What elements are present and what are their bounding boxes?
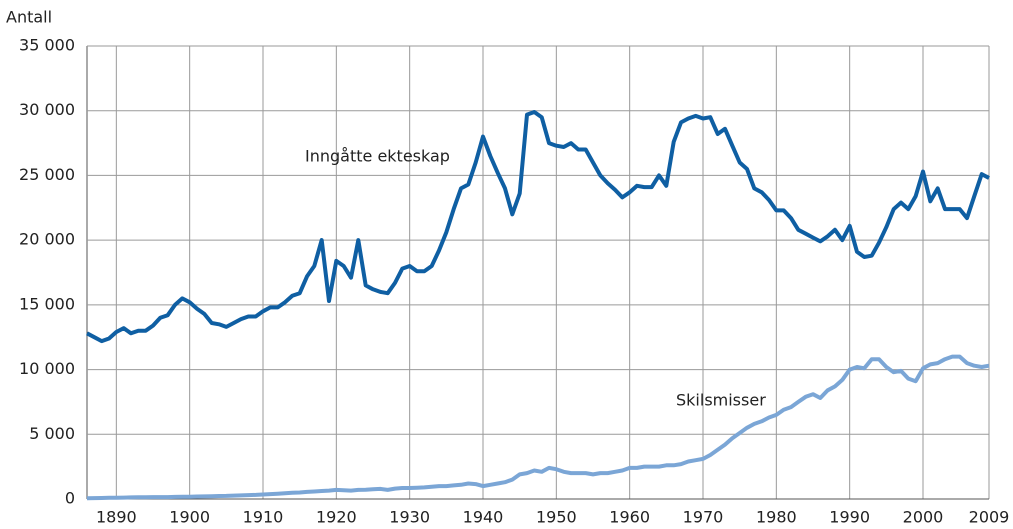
y-tick-label: 5 000: [29, 424, 75, 443]
y-tick-label: 20 000: [19, 230, 75, 249]
annotation: Inngåtte ekteskap: [305, 147, 450, 166]
y-tick-label: 25 000: [19, 165, 75, 184]
y-tick-label: 15 000: [19, 294, 75, 313]
x-tick-label: 1990: [829, 508, 870, 527]
x-tick-label: 1980: [756, 508, 797, 527]
annotation: Skilsmisser: [676, 391, 766, 410]
y-tick-label: 0: [65, 489, 75, 508]
y-tick-label: 35 000: [19, 36, 75, 55]
series-line: [86, 354, 990, 501]
x-tick-label: 1900: [169, 508, 210, 527]
x-tick-label: 1960: [609, 508, 650, 527]
x-tick-label: 1930: [389, 508, 430, 527]
x-tick-label: 2009: [969, 508, 1010, 527]
x-tick-label: 1940: [463, 508, 504, 527]
x-tick-label: 1950: [536, 508, 577, 527]
x-tick-label: 2000: [903, 508, 944, 527]
y-axis-label: Antall: [6, 8, 52, 27]
y-tick-label: 30 000: [19, 100, 75, 119]
x-tick-label: 1920: [316, 508, 357, 527]
y-tick-label: 10 000: [19, 359, 75, 378]
x-tick-label: 1890: [96, 508, 137, 527]
series-line: [86, 110, 990, 344]
x-tick-label: 1970: [683, 508, 724, 527]
x-tick-label: 1910: [243, 508, 284, 527]
